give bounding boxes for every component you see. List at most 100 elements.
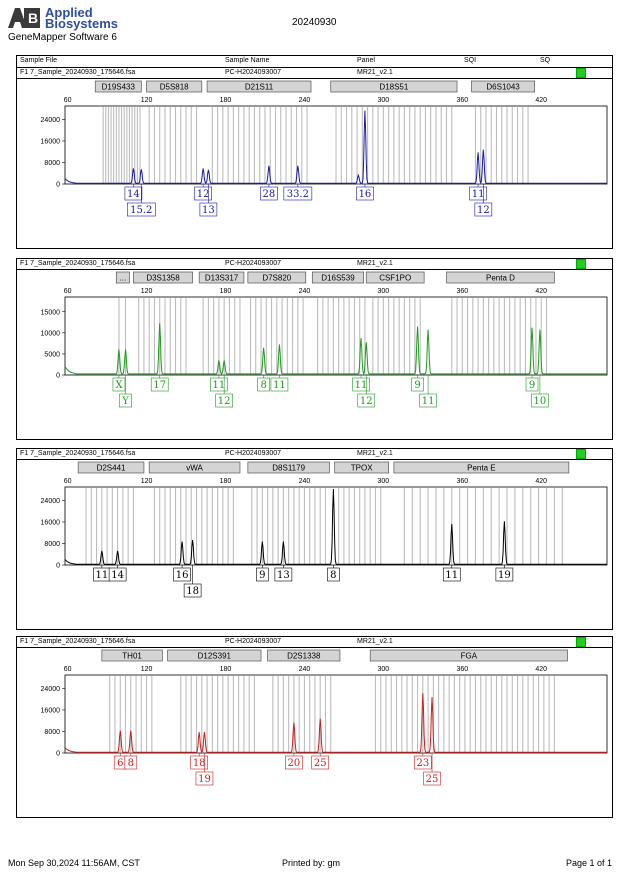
- allele-call[interactable]: 19: [195, 753, 214, 786]
- marker-Penta D[interactable]: Penta D: [446, 271, 555, 284]
- y-tick-label: 8000: [44, 729, 60, 736]
- allele-call[interactable]: 16: [173, 565, 191, 582]
- allele-call[interactable]: 6: [113, 753, 127, 770]
- allele-call[interactable]: 20: [285, 753, 303, 770]
- allele-call[interactable]: 13: [274, 565, 293, 582]
- marker-D3S1358[interactable]: D3S1358: [133, 271, 193, 284]
- allele-label: 11: [422, 396, 435, 407]
- marker-label: D2S1338: [287, 652, 321, 661]
- marker-D6S1043[interactable]: D6S1043: [471, 80, 535, 93]
- allele-call[interactable]: Y: [119, 375, 132, 408]
- allele-call[interactable]: 18: [183, 565, 202, 598]
- trace-line: [64, 693, 607, 753]
- allele-label: Y: [121, 396, 129, 407]
- allele-call[interactable]: 15.2: [127, 184, 156, 217]
- allele-call[interactable]: 33.2: [283, 184, 313, 201]
- marker-FGA[interactable]: FGA: [369, 649, 568, 662]
- panel-sample-row: F1 7_Sample_20240930_175646.fsa PC-H20240…: [17, 637, 612, 648]
- marker-TH01[interactable]: TH01: [101, 649, 163, 662]
- allele-call[interactable]: X: [112, 375, 126, 392]
- panel-sample-row: F1 7_Sample_20240930_175646.fsa PC-H20240…: [17, 449, 612, 460]
- allele-call[interactable]: 13: [199, 184, 218, 217]
- marker-D18S51[interactable]: D18S51: [330, 80, 458, 93]
- allele-call[interactable]: 25: [423, 753, 441, 786]
- allele-call[interactable]: 23: [414, 753, 432, 770]
- marker-D19S433[interactable]: D19S433: [94, 80, 142, 93]
- allele-call[interactable]: 10: [531, 375, 549, 408]
- allele-call[interactable]: 11: [210, 375, 228, 392]
- allele-call[interactable]: 11: [352, 375, 370, 392]
- allele-call[interactable]: 19: [495, 565, 514, 582]
- plot-area: [64, 296, 608, 376]
- sample-panel: MR21_v2.1: [357, 260, 393, 267]
- sample-file: F1 7_Sample_20240930_175646.fsa: [20, 638, 136, 645]
- allele-label: 11: [95, 570, 108, 581]
- allele-label: 11: [472, 189, 485, 200]
- marker-TPOX[interactable]: TPOX: [334, 461, 389, 474]
- allele-call[interactable]: 12: [194, 184, 212, 201]
- marker-D21S11[interactable]: D21S11: [206, 80, 312, 93]
- allele-call[interactable]: 8: [124, 753, 138, 770]
- marker-D7S820[interactable]: D7S820: [247, 271, 307, 284]
- applied-biosystems-logo-icon: B: [8, 8, 40, 28]
- allele-label: 9: [529, 380, 535, 391]
- trace-line: [64, 323, 607, 375]
- marker-D16S539[interactable]: D16S539: [311, 271, 364, 284]
- x-tick-label: 420: [535, 666, 547, 673]
- marker-label: D7S820: [262, 274, 291, 283]
- allele-label: 12: [477, 205, 490, 216]
- marker-...[interactable]: ...: [115, 271, 130, 284]
- allele-call[interactable]: 11: [419, 375, 437, 408]
- allele-call[interactable]: 12: [215, 375, 233, 408]
- col-sample-file: Sample File: [20, 57, 57, 64]
- allele-call[interactable]: 11: [469, 184, 487, 201]
- x-tick-label: 360: [456, 288, 468, 295]
- marker-D12S391[interactable]: D12S391: [167, 649, 262, 662]
- allele-label: 19: [198, 774, 211, 785]
- marker-label: ...: [120, 274, 127, 283]
- marker-D5S818[interactable]: D5S818: [146, 80, 203, 93]
- marker-CSF1PO[interactable]: CSF1PO: [365, 271, 425, 284]
- allele-call[interactable]: 11: [270, 375, 289, 392]
- svg-text:B: B: [28, 10, 38, 26]
- marker-D2S441[interactable]: D2S441: [77, 461, 145, 474]
- allele-call[interactable]: 14: [108, 565, 127, 582]
- allele-call[interactable]: 17: [150, 375, 169, 392]
- y-tick-label: 0: [56, 563, 60, 570]
- x-tick-label: 300: [378, 478, 390, 485]
- allele-call[interactable]: 9: [411, 375, 424, 392]
- allele-call[interactable]: 9: [256, 565, 269, 582]
- allele-call[interactable]: 9: [525, 375, 539, 392]
- allele-call[interactable]: 8: [327, 565, 340, 582]
- col-sample-name: Sample Name: [225, 57, 270, 64]
- x-tick-label: 420: [535, 288, 547, 295]
- allele-call[interactable]: 18: [190, 753, 208, 770]
- allele-call[interactable]: 12: [474, 184, 493, 217]
- marker-D2S1338[interactable]: D2S1338: [267, 649, 341, 662]
- sample-panel: MR21_v2.1: [357, 638, 393, 645]
- sizing-quality-indicator: [576, 449, 586, 459]
- allele-label: 8: [128, 758, 134, 769]
- allele-call[interactable]: 12: [357, 375, 376, 408]
- allele-call[interactable]: 28: [260, 184, 278, 201]
- allele-call[interactable]: 25: [311, 753, 330, 770]
- marker-D8S1179[interactable]: D8S1179: [247, 461, 330, 474]
- marker-D13S317[interactable]: D13S317: [198, 271, 245, 284]
- marker-Penta E[interactable]: Penta E: [393, 461, 570, 474]
- allele-label: 11: [273, 380, 286, 391]
- marker-vWA[interactable]: vWA: [148, 461, 241, 474]
- allele-call[interactable]: 11: [93, 565, 111, 582]
- marker-label: D5S818: [160, 83, 189, 92]
- footer-printed-by: Printed by: gm: [282, 858, 341, 868]
- x-tick-label: 360: [456, 97, 468, 104]
- allele-call[interactable]: 14: [124, 184, 143, 201]
- x-tick-label: 120: [141, 97, 153, 104]
- allele-call[interactable]: 8: [257, 375, 270, 392]
- x-tick-label: 180: [220, 97, 232, 104]
- allele-call[interactable]: 16: [356, 184, 374, 201]
- marker-label: D2S441: [97, 464, 126, 473]
- allele-label: 10: [534, 396, 547, 407]
- allele-call[interactable]: 11: [442, 565, 461, 582]
- marker-label: TPOX: [351, 464, 373, 473]
